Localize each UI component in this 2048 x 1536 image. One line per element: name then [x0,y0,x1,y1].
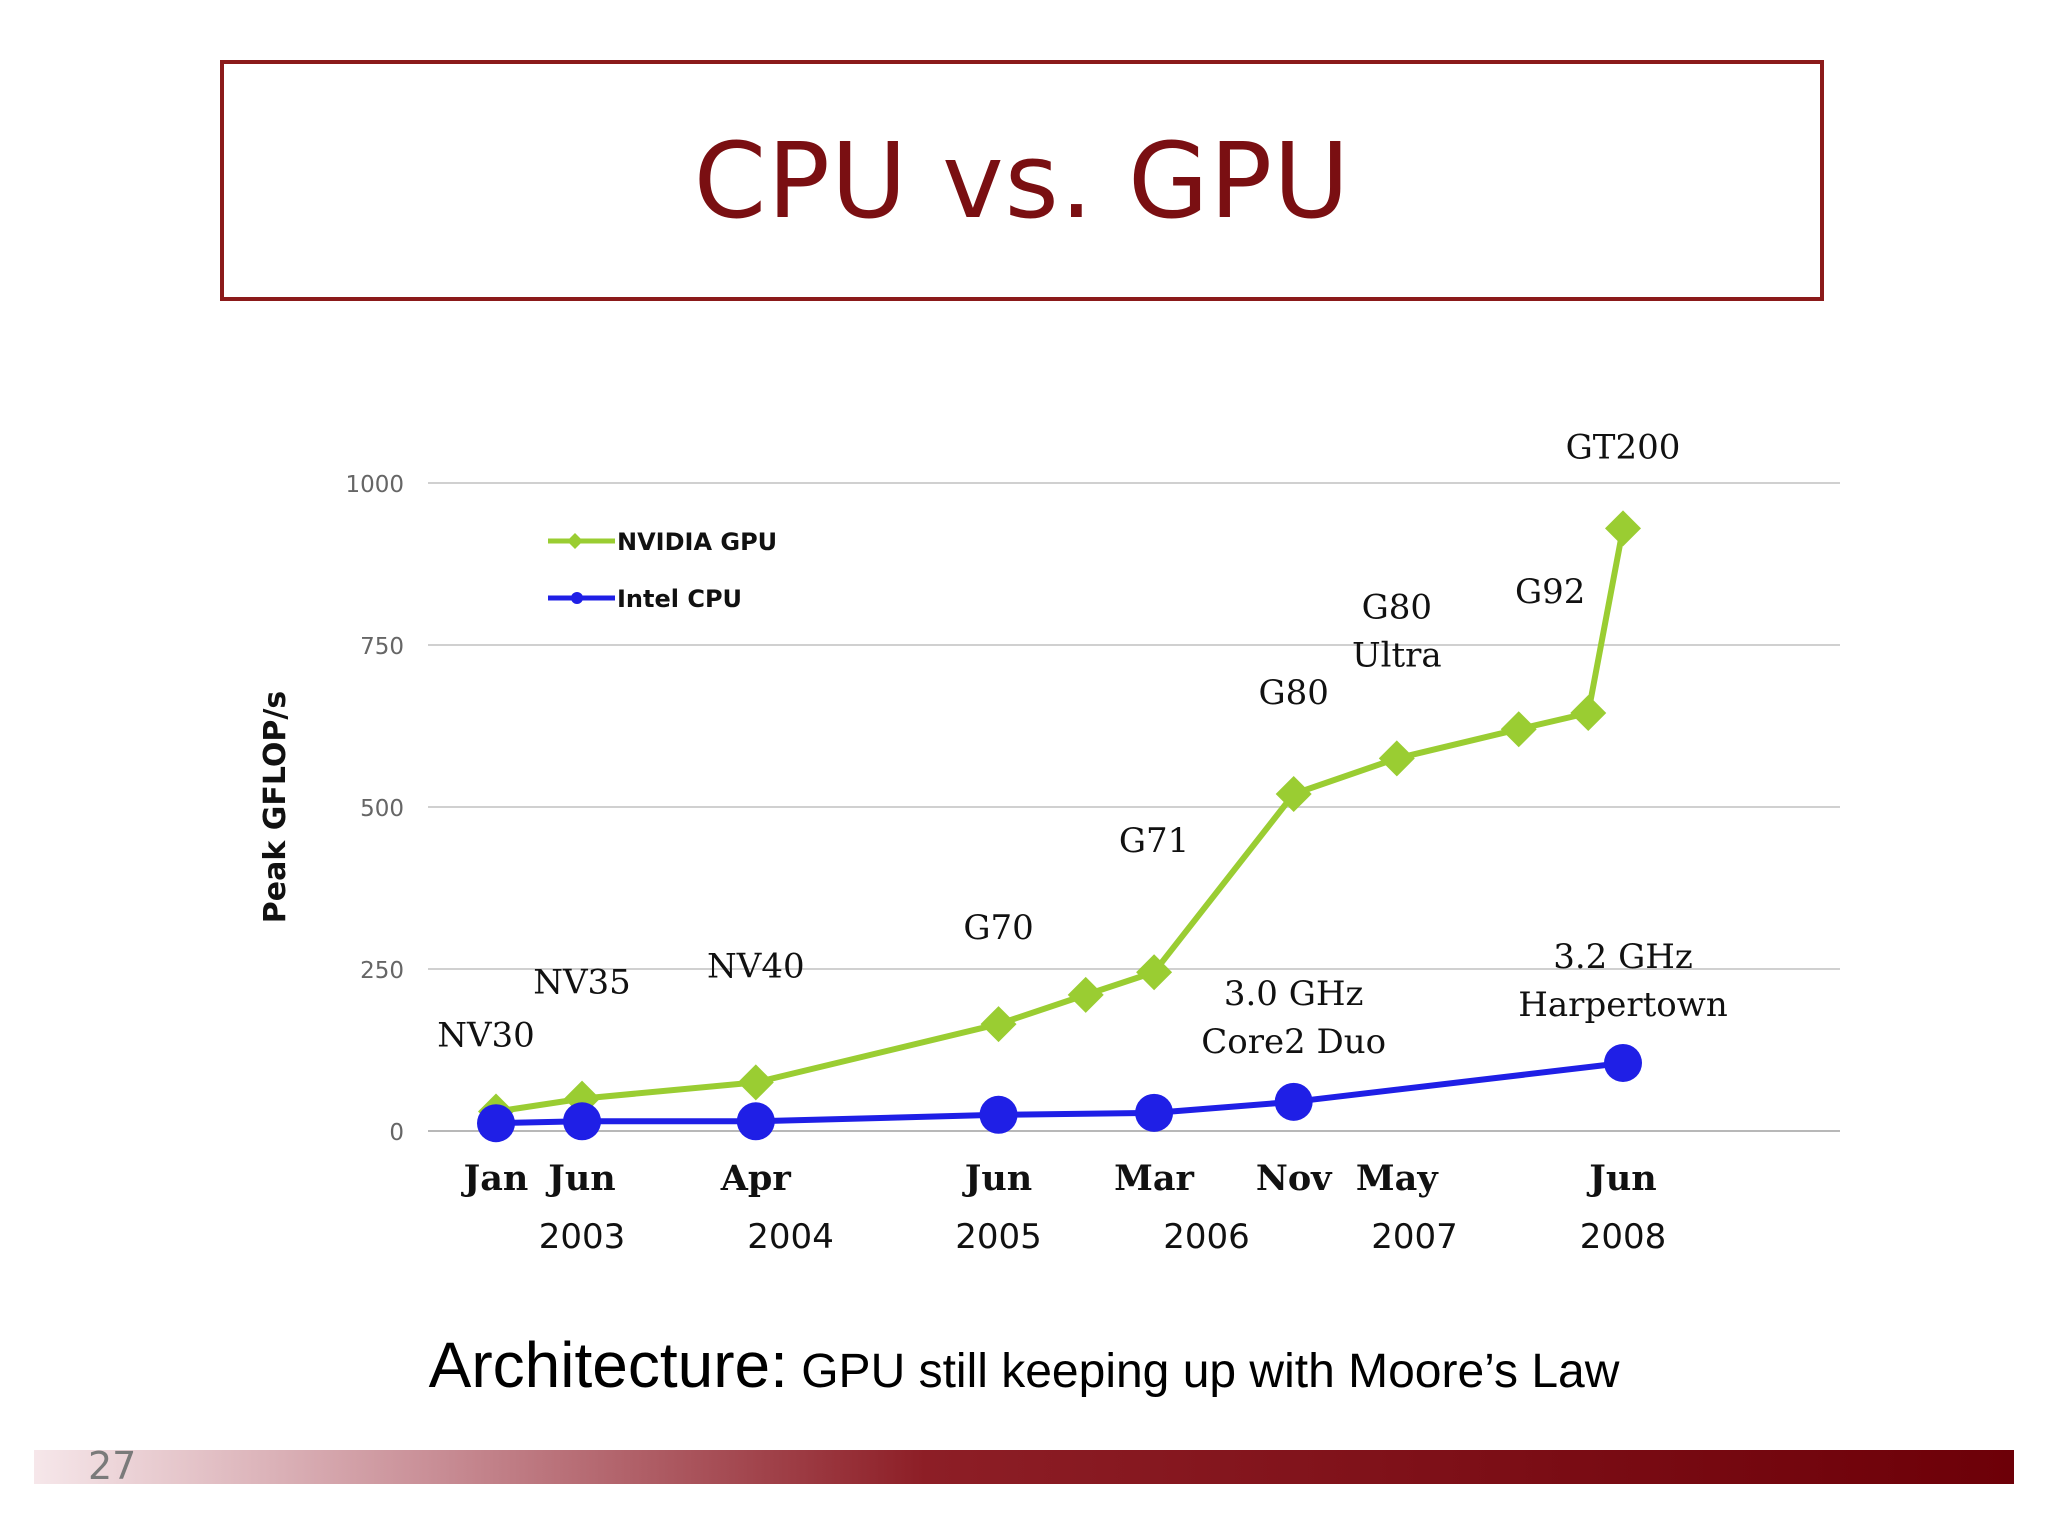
gpu-data-point [1136,954,1173,991]
slide-caption: Architecture: GPU still keeping up with … [0,1328,2048,1402]
y-tick-label: 1000 [345,472,404,498]
x-tick-year-2004: 2004 [747,1217,834,1257]
gpu-data-point [1500,711,1537,748]
annotation-cpu-clock: 3.2 GHz [1553,937,1693,977]
annotation-nv30: NV30 [437,1016,535,1056]
annotation-g70: G70 [963,908,1033,948]
x-tick-month-jun: Jun [1586,1158,1656,1199]
annotation-nv35: NV35 [533,963,631,1003]
x-tick-year-2008: 2008 [1580,1217,1667,1257]
x-tick-month-jun: Jun [962,1158,1032,1199]
cpu-data-point [477,1104,515,1143]
annotation-gt200: GT200 [1566,427,1681,467]
chart-annotations: NV30 NV35 NV40 G70 G71 G80 G80 Ultra G92 GT200 3.0… [437,427,1728,1061]
cpu-data-point [1274,1082,1313,1121]
annotation-cpu-clock: 3.0 GHz [1224,974,1364,1014]
footer-gradient-bar [34,1450,2014,1484]
chart-legend: NVIDIA GPU Intel CPU [548,528,777,613]
x-tick-month-jun: Jun [545,1158,615,1199]
gpu-data-point [1605,510,1641,547]
legend-marker-circle [571,592,583,604]
cpu-data-point [979,1095,1018,1134]
legend-marker-diamond [567,533,583,549]
annotation-g80: G80 [1258,673,1328,713]
cpu-data-point [1604,1043,1642,1082]
y-tick-label: 0 [389,1120,404,1146]
cpu-data-point [736,1102,775,1141]
chart-gridlines [428,482,1840,1132]
x-tick-year-2003: 2003 [539,1217,626,1257]
page-number: 27 [88,1444,137,1488]
x-tick-year-2006: 2006 [1163,1217,1250,1257]
x-tick-year-2005: 2005 [955,1217,1042,1257]
gpu-data-point [1378,740,1415,777]
y-axis-label: Peak GFLOP/s [258,691,293,923]
x-tick-year-2007: 2007 [1371,1217,1458,1257]
cpu-data-point [563,1102,602,1141]
annotation-g92: G92 [1515,572,1585,612]
gpu-data-point [1570,695,1607,732]
y-tick-label: 250 [360,958,404,984]
gpu-data-point [1275,776,1312,813]
x-tick-month-jan: Jan [461,1158,529,1199]
title-box: CPU vs. GPU [220,60,1824,301]
x-tick-month-nov: Nov [1256,1158,1333,1199]
gpu-data-point [1067,976,1104,1013]
annotation-cpu-model: Core2 Duo [1201,1022,1386,1062]
x-tick-month-may: May [1356,1158,1439,1199]
caption-lead: Architecture: [428,1329,788,1401]
chart-series [477,510,1642,1143]
annotation-g80-ultra-line2: Ultra [1352,635,1442,675]
annotation-g71: G71 [1119,821,1189,861]
y-tick-label: 750 [360,634,404,660]
x-tick-month-mar: Mar [1114,1158,1194,1199]
annotation-nv40: NV40 [707,946,805,986]
legend-label: Intel CPU [617,585,742,613]
y-tick-label: 500 [360,796,404,822]
annotation-cpu-model: Harpertown [1518,985,1727,1025]
annotation-g80-ultra-line1: G80 [1362,587,1432,627]
gpu-data-point [980,1006,1017,1043]
chart-axes: 0 250 500 750 1000 Peak GFLOP/s Jan Jun Apr Jun Ma… [258,472,1840,1257]
caption-text: GPU still keeping up with Moore’s Law [787,1345,1620,1398]
legend-label: NVIDIA GPU [617,528,777,556]
gpu-data-point [737,1064,774,1101]
series-line-nvidia-gpu [495,527,1626,1115]
slide-title: CPU vs. GPU [693,119,1351,242]
cpu-data-point [1135,1093,1174,1132]
x-tick-month-apr: Apr [720,1158,792,1199]
